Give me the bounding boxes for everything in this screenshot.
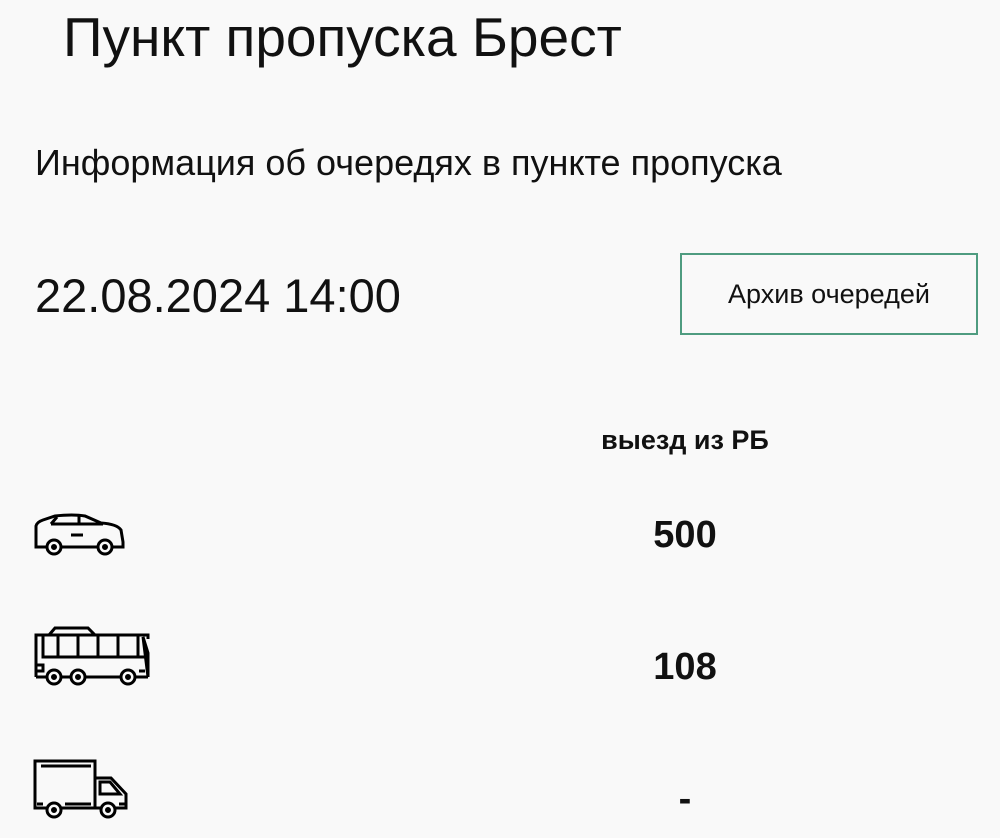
bus-queue-count: 108 — [653, 646, 717, 688]
page-title: Пункт пропуска Брест — [63, 6, 622, 68]
car-queue-count: 500 — [653, 514, 717, 556]
page-subtitle: Информация об очередях в пункте пропуска — [35, 142, 782, 183]
bus-icon — [34, 626, 150, 686]
truck-icon — [33, 759, 128, 819]
queue-datetime: 22.08.2024 14:00 — [35, 269, 401, 322]
column-header-exit: выезд из РБ — [601, 425, 769, 455]
archive-button[interactable]: Архив очередей — [680, 253, 978, 335]
truck-queue-count: - — [678, 778, 692, 820]
car-icon — [34, 513, 125, 556]
